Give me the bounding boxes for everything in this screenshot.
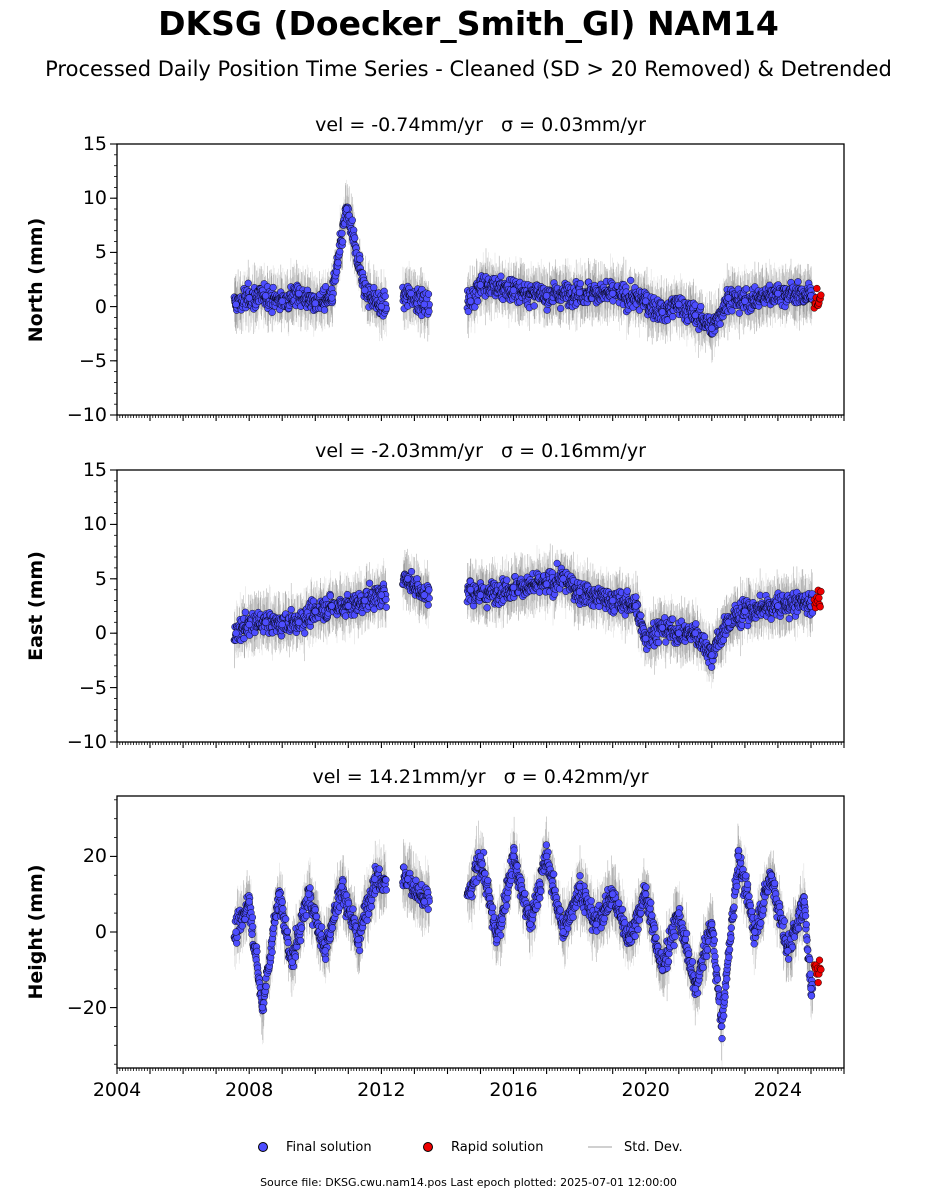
- north-final-point: [311, 299, 319, 307]
- north-final-point: [278, 297, 286, 305]
- north-rapid-point: [813, 284, 821, 293]
- north-final-point: [691, 311, 699, 319]
- north-final-point: [728, 307, 736, 315]
- east-panel-title: vel = -2.03mm/yr σ = 0.16mm/yr: [315, 440, 646, 462]
- east-final-point: [240, 634, 248, 643]
- north-final-point: [530, 302, 538, 310]
- north-final-point: [742, 285, 750, 293]
- north-final-point: [658, 308, 666, 316]
- north-final-point: [268, 308, 276, 316]
- north-panel-title: vel = -0.74mm/yr σ = 0.03mm/yr: [315, 114, 646, 136]
- north-final-point: [328, 294, 336, 302]
- north-final-point: [356, 255, 364, 263]
- north-final-points: [230, 203, 817, 338]
- north-final-point: [338, 229, 346, 238]
- north-rapid-points: [810, 284, 825, 312]
- north-final-point: [370, 283, 378, 292]
- east-final-point: [241, 608, 250, 616]
- figure-title: DKSG (Doecker_Smith_Gl) NAM14: [158, 4, 779, 43]
- north-final-point: [466, 297, 475, 305]
- north-final-point: [262, 292, 270, 300]
- north-final-point: [245, 294, 253, 302]
- north-final-point: [575, 288, 584, 297]
- north-final-point: [464, 307, 472, 316]
- north-final-point: [556, 304, 565, 313]
- north-final-point: [708, 324, 716, 332]
- north-final-point: [295, 289, 303, 298]
- north-final-point: [675, 300, 683, 309]
- north-final-point: [642, 297, 650, 305]
- north-final-point: [609, 289, 617, 298]
- north-rapid-point: [817, 291, 825, 299]
- north-final-point: [348, 216, 356, 224]
- north-final-point: [509, 286, 518, 294]
- north-final-point: [336, 248, 344, 256]
- north-final-point: [351, 234, 359, 242]
- north-final-point: [338, 238, 347, 246]
- north-final-point: [741, 297, 749, 305]
- north-final-point: [343, 205, 351, 213]
- north-final-point: [407, 289, 415, 298]
- north-final-point: [424, 290, 433, 298]
- north-final-point: [669, 313, 677, 321]
- north-stddev-bars: [234, 179, 813, 364]
- north-final-point: [269, 283, 277, 292]
- north-final-point: [420, 300, 428, 309]
- north-final-point: [697, 302, 705, 311]
- north-final-point: [361, 286, 369, 294]
- north-final-point: [425, 307, 433, 316]
- north-final-point: [774, 289, 782, 298]
- north-final-point: [377, 302, 386, 311]
- north-final-point: [794, 278, 802, 286]
- north-final-point: [232, 300, 240, 309]
- north-final-point: [381, 292, 389, 300]
- north-final-point: [735, 309, 743, 317]
- north-final-point: [320, 306, 329, 314]
- north-final-point: [627, 276, 635, 285]
- north-final-point: [497, 272, 505, 280]
- north-final-point: [476, 281, 485, 289]
- north-final-point: [542, 292, 551, 300]
- north-final-point: [716, 320, 724, 328]
- north-final-point: [543, 306, 551, 314]
- north-final-point: [724, 294, 732, 302]
- north-final-point: [576, 279, 585, 288]
- north-final-point: [663, 316, 672, 324]
- north-final-point: [334, 259, 342, 267]
- north-final-point: [474, 297, 482, 305]
- height-panel-title: vel = 14.21mm/yr σ = 0.42mm/yr: [312, 766, 649, 788]
- north-final-point: [244, 279, 252, 287]
- east-final-points: [230, 559, 817, 671]
- figure-subtitle: Processed Daily Position Time Series - C…: [45, 57, 892, 81]
